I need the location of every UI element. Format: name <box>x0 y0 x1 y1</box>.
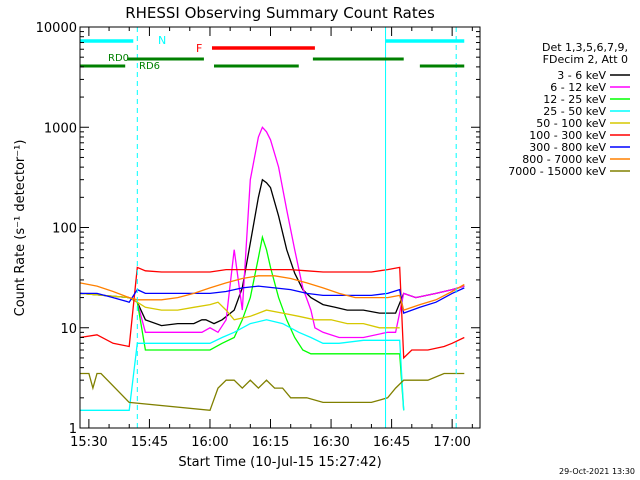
series-line-3-6-kev <box>79 178 465 327</box>
x-axis-label: Start Time (10-Jul-15 15:27:42) <box>178 455 381 470</box>
series-line-6-12-kev <box>79 126 465 339</box>
series-line-7000-15000-kev <box>80 372 465 411</box>
legend-header-0: Det 1,3,5,6,7,9, <box>542 41 628 54</box>
rd0-label: RD0 <box>108 53 129 64</box>
series-line-25-50-kev <box>80 319 405 411</box>
plot-frame <box>79 26 481 429</box>
legend-label-800-7000-kev: 800 - 7000 keV <box>522 153 606 166</box>
x-tick-label-16:45: 16:45 <box>373 435 410 450</box>
series-line-12-25-kev <box>79 234 405 411</box>
legend-label-300-800-kev: 300 - 800 keV <box>529 141 606 154</box>
series-line-50-100-kev <box>79 292 400 329</box>
legend-label-6-12-kev: 6 - 12 keV <box>550 81 606 94</box>
flare-label: F <box>196 42 202 55</box>
legend-label-3-6-kev: 3 - 6 keV <box>557 69 606 82</box>
legend-label-50-100-kev: 50 - 100 keV <box>536 117 606 130</box>
series-line-800-7000-kev <box>79 275 465 311</box>
y-tick-label-100: 100 <box>52 222 77 237</box>
legend-header-1: FDecim 2, Att 0 <box>543 53 628 66</box>
annotation-layer: N F RD0 RD6 <box>79 27 465 428</box>
rd6-label: RD6 <box>139 61 160 72</box>
night-label: N <box>158 34 166 47</box>
y-tick-label-1000: 1000 <box>44 121 77 136</box>
x-tick-label-15:45: 15:45 <box>131 435 168 450</box>
legend-label-100-300-kev: 100 - 300 keV <box>529 129 606 142</box>
plot-timestamp: 29-Oct-2021 13:30 <box>559 467 635 476</box>
legend-label-12-25-kev: 12 - 25 keV <box>543 93 606 106</box>
x-tick-label-16:15: 16:15 <box>252 435 289 450</box>
y-tick-label-10: 10 <box>60 322 77 337</box>
x-tick-label-17:00: 17:00 <box>433 435 470 450</box>
y-tick-label-10000: 10000 <box>36 21 77 36</box>
series-line-100-300-kev <box>79 266 465 360</box>
chart-title: RHESSI Observing Summary Count Rates <box>125 4 435 22</box>
x-tick-label-15:30: 15:30 <box>70 435 107 450</box>
y-axis-label: Count Rate (s⁻¹ detector⁻¹) <box>13 140 28 317</box>
legend-label-7000-15000-kev: 7000 - 15000 keV <box>508 165 606 178</box>
axis-layer: 1 10 100 1000 10000 15:30 15:45 16:00 16:15 16:30… <box>36 21 480 450</box>
x-tick-label-16:30: 16:30 <box>312 435 349 450</box>
y-tick-label-1: 1 <box>69 422 77 437</box>
legend-label-25-50-kev: 25 - 50 keV <box>543 105 606 118</box>
series-layer <box>79 126 465 411</box>
x-tick-label-16:00: 16:00 <box>191 435 228 450</box>
legend: Det 1,3,5,6,7,9,FDecim 2, Att 0 3 - 6 keV… <box>508 41 630 178</box>
